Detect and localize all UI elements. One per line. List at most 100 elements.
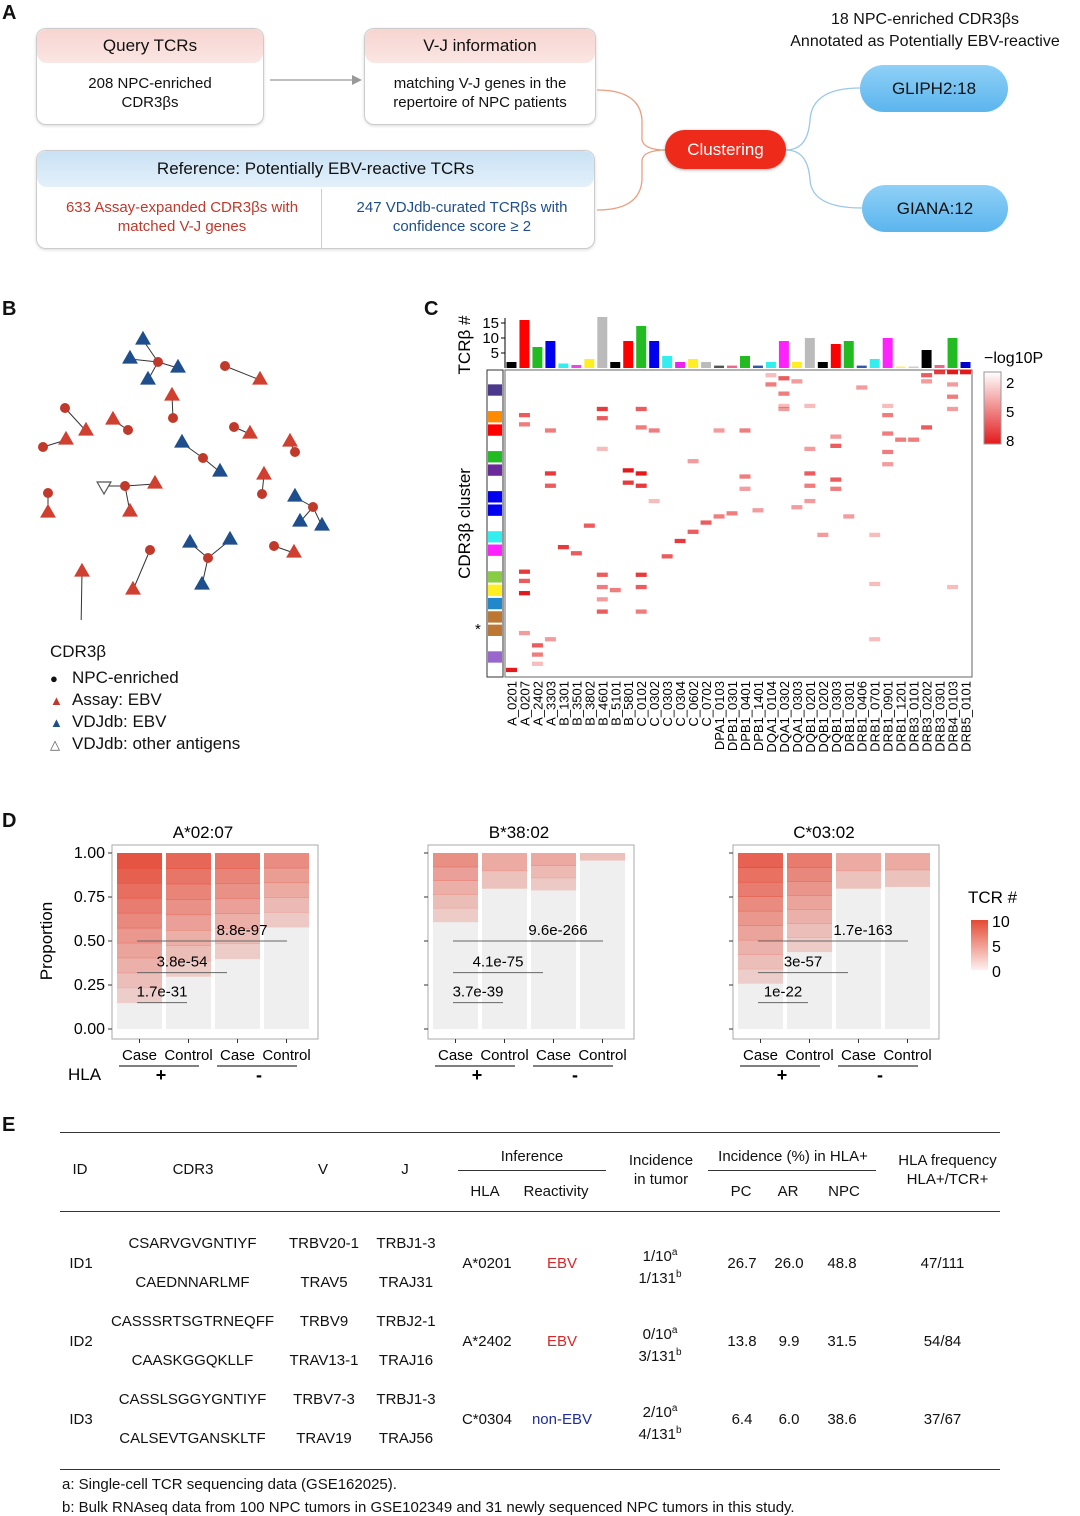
hla-allele: A*0201 <box>462 1255 512 1272</box>
bar-segment <box>117 957 162 974</box>
heatmap-cell <box>947 406 959 412</box>
cluster-color <box>488 451 502 463</box>
incidence-bulk: 1/131 <box>638 1270 676 1287</box>
cluster-color <box>488 664 502 676</box>
bar-segment <box>215 883 260 899</box>
triangle-node <box>194 575 210 590</box>
circle-filled-icon: ● <box>50 671 58 686</box>
bar-segment <box>166 899 211 916</box>
bar-segment <box>264 867 309 884</box>
heatmap-cell <box>596 406 608 412</box>
bar-DQA1_0303 <box>791 362 802 368</box>
header-in-tumor: in tumor <box>633 1171 689 1188</box>
x-tick-label: DRB1_0406 <box>855 681 870 752</box>
heatmap-cell <box>882 449 894 455</box>
heatmap-cell <box>531 652 543 657</box>
pvalue-label: 3.7e-39 <box>453 984 504 1001</box>
v-alpha: TRAV13-1 <box>289 1352 359 1369</box>
header-hla-freq-2: HLA+/TCR+ <box>906 1171 989 1188</box>
tcr-legend-title: TCR # <box>968 888 1018 907</box>
y-tick-label: 0.00 <box>74 1021 105 1038</box>
query-tcrs-box: Query TCRs 208 NPC-enriched CDR3βs <box>36 28 264 125</box>
heatmap-cell <box>700 520 712 525</box>
bar-DPB1_0301 <box>727 365 737 368</box>
heatmap-cell <box>648 498 660 504</box>
incidence-ar: 26.0 <box>774 1255 804 1272</box>
x-tick-label: B_3501 <box>569 681 584 726</box>
bar-DRB3_0202 <box>921 350 932 368</box>
pvalue-label: 8.8e-97 <box>217 922 268 939</box>
reference-assay: 633 Assay-expanded CDR3βs with matched V… <box>65 199 299 235</box>
bar-DRB3_0101 <box>908 366 919 368</box>
bar-DRB3_0301 <box>934 365 945 368</box>
heatmap-cell <box>596 572 608 577</box>
heatmap-cell <box>726 511 738 516</box>
npc-node <box>43 488 53 498</box>
inference-rule <box>458 1170 606 1171</box>
cdr3-beta: CASSLSGGYGNTIYF <box>118 1391 267 1408</box>
x-tick-label: Control <box>164 1047 212 1064</box>
npc-node <box>308 502 318 512</box>
cluster-color <box>488 557 502 570</box>
bar-segment <box>215 928 260 945</box>
bar-DQB1_0201 <box>804 338 815 368</box>
x-tick-label: DPB1_0401 <box>738 681 753 751</box>
x-tick-label: Control <box>883 1047 931 1064</box>
bar-segment <box>787 937 832 953</box>
group-label: - <box>572 1065 578 1085</box>
bar-segment <box>264 882 309 898</box>
sup: a <box>671 1325 678 1336</box>
x-tick-label: DRB1_0701 <box>868 681 883 752</box>
header-cdr3: CDR3 <box>172 1161 214 1178</box>
triangle-node <box>78 421 94 436</box>
x-tick-label: Control <box>480 1047 528 1064</box>
vj-title: V-J information <box>365 29 595 63</box>
heatmap-cell <box>518 578 530 584</box>
bar-C_0102 <box>636 326 647 368</box>
heatmap-cell <box>635 584 647 590</box>
heatmap-cell <box>622 468 634 473</box>
heatmap-cell <box>882 462 894 467</box>
bar-segment <box>433 880 478 895</box>
x-tick-label: DPA1_0103 <box>712 681 727 750</box>
x-tick-label: DRB3_0301 <box>933 681 948 752</box>
bar-segment <box>580 853 625 861</box>
heatmap-cell <box>804 446 816 452</box>
heatmap-cell <box>518 591 530 596</box>
bar-A_3303 <box>545 341 556 368</box>
bar-DRB1_0901 <box>882 338 893 368</box>
panel-a-connectors <box>270 75 863 211</box>
reference-vdjdb: 247 VDJdb-curated TCRβs with confidence … <box>356 199 568 235</box>
heatmap-cell <box>778 406 790 412</box>
bar-segment <box>166 883 211 900</box>
vj-body: matching V-J genes in the repertoire of … <box>393 75 567 111</box>
bar-segment <box>738 939 783 955</box>
bar-DPB1_0401 <box>740 356 750 368</box>
heatmap-cell <box>778 376 790 381</box>
heatmap-y-label: CDR3β cluster <box>455 468 474 579</box>
x-tick-label: Case <box>536 1047 571 1064</box>
bar-segment <box>117 942 162 959</box>
x-tick-label: A_0201 <box>504 681 519 726</box>
x-tick-label: Case <box>743 1047 778 1064</box>
bar-B_4601 <box>597 317 608 368</box>
heatmap-cell <box>596 597 608 602</box>
legend-label: NPC-enriched <box>72 668 179 687</box>
x-tick-label: B_5101 <box>608 681 623 726</box>
incidence-sc: 2/10 <box>642 1404 672 1421</box>
heatmap-cell <box>622 480 634 485</box>
bar-segment <box>738 896 783 912</box>
npc-node <box>269 541 279 551</box>
bar-C_0303 <box>662 356 673 368</box>
facet-title: B*38:02 <box>489 823 550 842</box>
heatmap-cell <box>531 661 543 666</box>
cdr3-alpha: CALSEVTGANSKLTF <box>119 1430 266 1447</box>
bar-y-tick-label: 5 <box>491 345 499 362</box>
incidence-bulk: 4/131 <box>638 1426 676 1443</box>
colorbar-title: −log10P <box>984 350 1043 367</box>
x-tick-label: B_1301 <box>556 681 571 726</box>
triangle-node <box>252 370 268 385</box>
bar-C_0302 <box>649 341 660 368</box>
npc-node <box>290 447 300 457</box>
x-tick-label: C_0702 <box>699 681 714 727</box>
